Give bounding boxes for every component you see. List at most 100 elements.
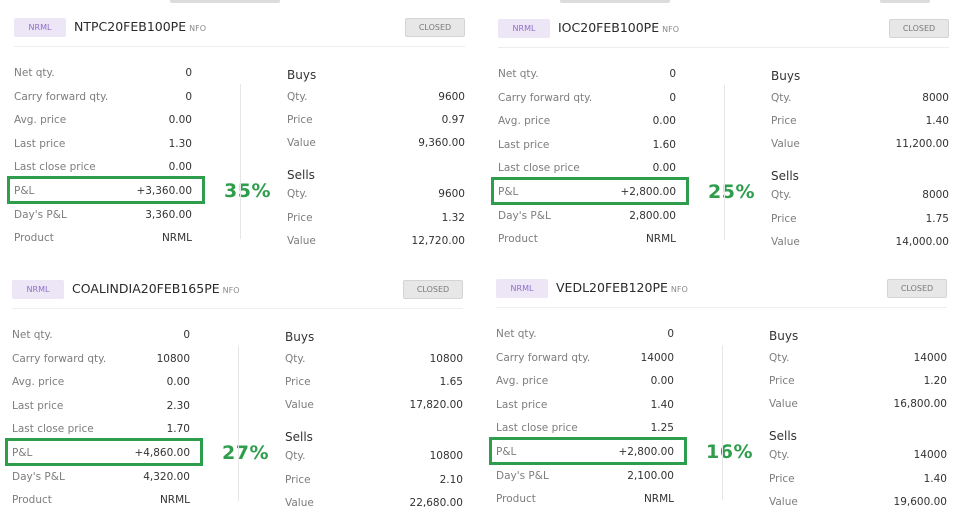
pnl-label: P&L [496,446,517,458]
buys-qty-value: 10800 [429,353,463,365]
return-percentage: 25% [708,181,755,203]
last-close-price-value: 1.25 [650,422,674,435]
buys-price-label: Price [285,376,311,388]
sells-qty-value: 10800 [429,450,463,462]
carry-forward-qty-value: 10800 [156,352,190,365]
sells-price-label: Price [771,213,797,225]
pnl-value: +2,800.00 [620,186,676,198]
position-card: NRML VEDL20FEB120PE NFO CLOSED Net qty. 0 Carr… [489,279,963,529]
days-pnl-label: Day's P&L [496,469,549,482]
exchange-label: NFO [670,285,688,294]
pnl-highlight-box [7,176,205,204]
product-label: Product [498,233,538,246]
exchange-label: NFO [662,25,680,34]
last-close-price-value: 1.70 [166,423,190,436]
product-label: Product [14,232,54,245]
last-price-label: Last price [12,399,64,412]
sells-value-value: 22,680.00 [409,497,463,509]
header-divider [496,307,947,308]
return-percentage: 16% [706,441,753,463]
sells-heading: Sells [771,169,799,183]
buys-qty-value: 8000 [922,92,949,104]
buys-value-value: 11,200.00 [895,138,949,150]
carry-forward-qty-label: Carry forward qty. [498,91,593,104]
buys-value-value: 9,360.00 [418,137,465,149]
product-type-badge: NRML [498,19,550,38]
sells-value-label: Value [285,497,314,509]
clipped-content-fragment [170,0,280,3]
sells-price-value: 1.75 [925,213,949,225]
buys-value-value: 17,820.00 [409,399,463,411]
product-label: Product [12,494,52,507]
last-close-price-value: 0.00 [652,162,676,175]
last-close-price-label: Last close price [14,161,96,174]
last-price-label: Last price [496,398,548,411]
sells-qty-label: Qty. [287,188,308,200]
pnl-highlight-box [5,438,203,466]
net-qty-label: Net qty. [14,67,55,79]
header-divider [14,46,465,47]
instrument-symbol[interactable]: VEDL20FEB120PE NFO [556,280,688,295]
pnl-value: +2,800.00 [618,446,674,458]
buys-price-value: 1.40 [925,115,949,127]
column-divider [240,84,241,239]
column-divider [724,85,725,240]
buys-price-value: 1.20 [923,375,947,387]
last-price-value: 2.30 [166,399,190,412]
avg-price-label: Avg. price [496,375,549,388]
avg-price-label: Avg. price [498,115,551,128]
position-card: NRML NTPC20FEB100PE NFO CLOSED Net qty. 0 Carr… [7,18,484,276]
header-divider [12,308,463,309]
last-price-value: 1.40 [650,398,674,411]
instrument-symbol[interactable]: COALINDIA20FEB165PE NFO [72,281,240,296]
days-pnl-label: Day's P&L [14,208,67,221]
days-pnl-value: 2,100.00 [627,469,674,482]
pnl-value: +4,860.00 [134,447,190,459]
clipped-content-fragment [560,0,670,3]
last-close-price-label: Last close price [498,162,580,175]
symbol-name: VEDL20FEB120PE [556,280,668,295]
sells-price-label: Price [287,212,313,224]
sells-value-label: Value [769,496,798,508]
sells-value-value: 14,000.00 [895,236,949,248]
sells-qty-value: 9600 [438,188,465,200]
buys-heading: Buys [285,330,315,344]
last-price-label: Last price [498,138,550,151]
buys-price-label: Price [287,114,313,126]
net-qty-value: 0 [185,67,192,79]
last-price-value: 1.60 [652,138,676,151]
carry-forward-qty-value: 0 [185,90,192,103]
product-value: NRML [159,494,190,507]
buys-qty-label: Qty. [771,92,792,104]
return-percentage: 35% [224,180,271,202]
net-qty-value: 0 [669,68,676,80]
pnl-label: P&L [12,447,33,459]
buys-price-label: Price [769,375,795,387]
carry-forward-qty-label: Carry forward qty. [12,352,107,365]
sells-value-label: Value [287,235,316,247]
days-pnl-label: Day's P&L [12,470,65,483]
avg-price-label: Avg. price [12,376,65,389]
instrument-symbol[interactable]: IOC20FEB100PE NFO [558,20,679,35]
avg-price-value: 0.00 [650,375,674,388]
return-percentage: 27% [222,442,269,464]
days-pnl-value: 2,800.00 [629,209,676,222]
avg-price-value: 0.00 [166,376,190,389]
buys-qty-label: Qty. [287,91,308,103]
sells-qty-label: Qty. [771,189,792,201]
sells-heading: Sells [769,429,797,443]
buys-value-label: Value [771,138,800,150]
net-qty-label: Net qty. [12,329,53,341]
instrument-symbol[interactable]: NTPC20FEB100PE NFO [74,19,206,34]
status-badge: CLOSED [887,279,947,298]
days-pnl-value: 4,320.00 [143,470,190,483]
last-price-label: Last price [14,137,66,150]
buys-price-label: Price [771,115,797,127]
net-qty-label: Net qty. [498,68,539,80]
buys-price-value: 1.65 [439,376,463,388]
symbol-name: IOC20FEB100PE [558,20,660,35]
carry-forward-qty-value: 14000 [640,351,674,364]
buys-qty-label: Qty. [769,352,790,364]
net-qty-value: 0 [183,329,190,341]
status-badge: CLOSED [403,280,463,299]
